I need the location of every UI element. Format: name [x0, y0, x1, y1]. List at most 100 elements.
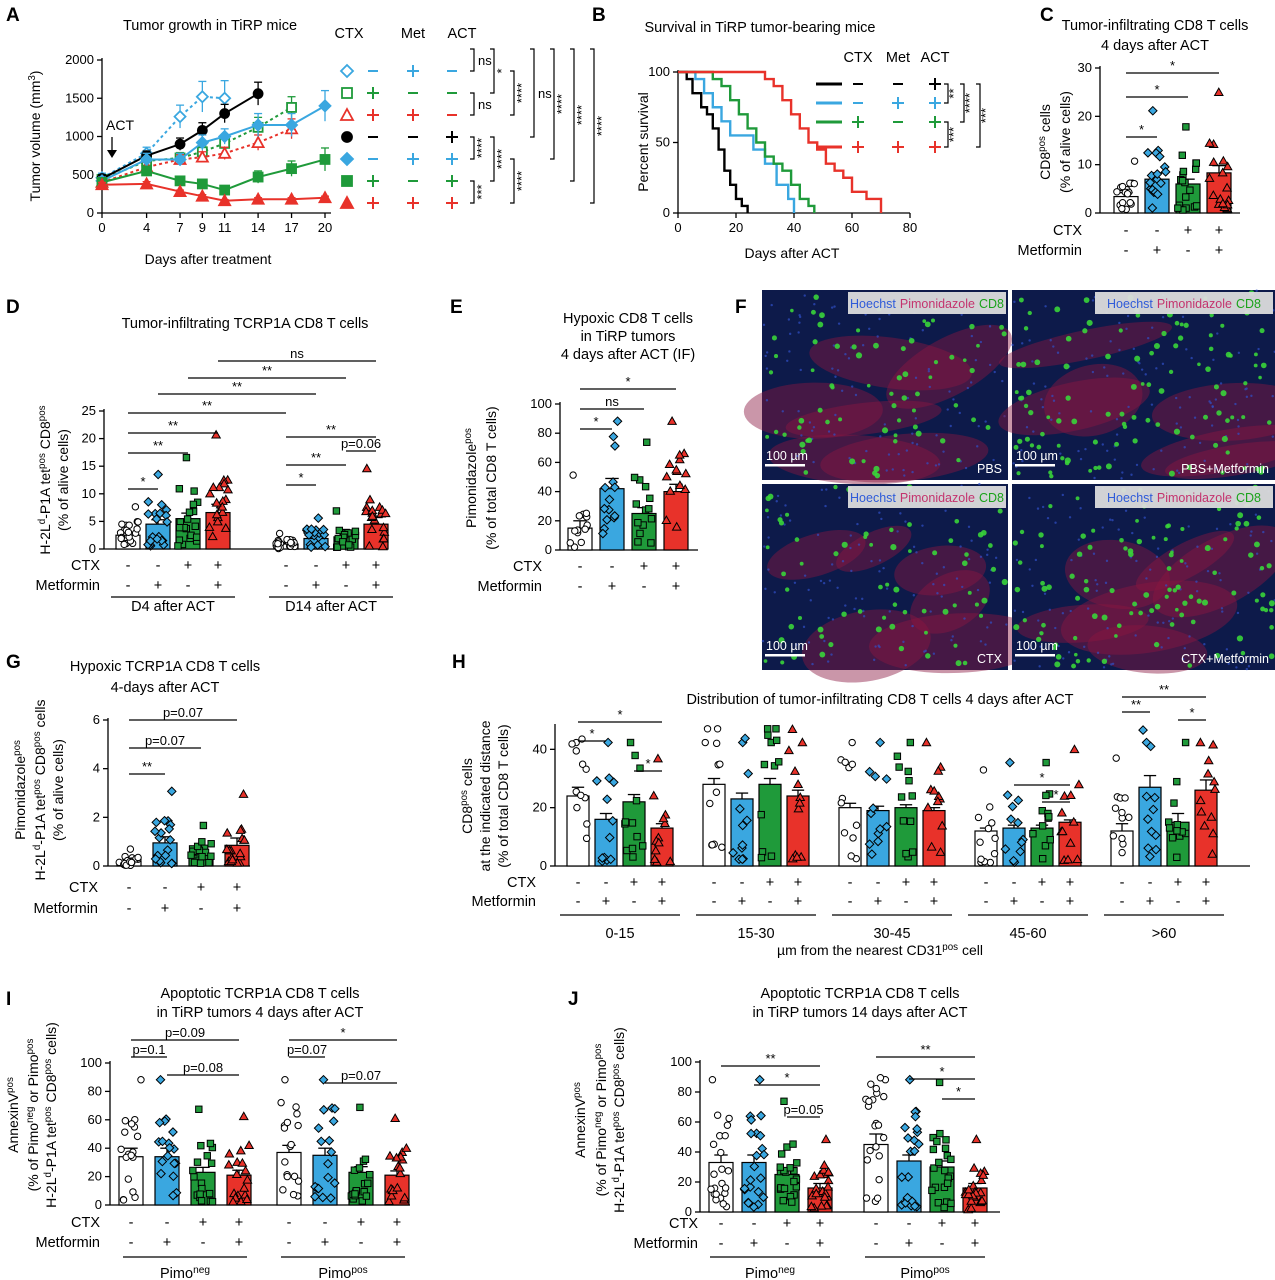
- nucleus: [1106, 627, 1109, 630]
- cd8-cell: [1063, 363, 1070, 370]
- row-sign: -: [163, 880, 168, 896]
- significance-bracket: [960, 83, 965, 123]
- row-sign: +: [816, 1236, 824, 1252]
- scatter-point: [1208, 156, 1219, 166]
- nucleus: [1105, 559, 1109, 563]
- scatter-point: [819, 1191, 830, 1201]
- scatter-point: [777, 1150, 786, 1158]
- nucleus: [1227, 662, 1230, 665]
- scatter-point: [707, 1185, 715, 1193]
- nucleus: [1104, 581, 1108, 585]
- y-axis-label-3-part: CD8: [43, 1074, 59, 1106]
- cd8-cell: [977, 531, 984, 538]
- cd8-cell: [794, 537, 800, 542]
- scatter-point: [905, 777, 913, 785]
- row-sign: +: [938, 1216, 946, 1232]
- cd8-cell: [1101, 614, 1108, 621]
- cd8-cell: [1088, 468, 1093, 473]
- significance-label: **: [311, 450, 321, 465]
- y-axis-label-2: (% of Pimoneg or Pimopos: [25, 1039, 42, 1192]
- scatter-point: [1202, 768, 1214, 778]
- cd8-cell: [785, 512, 790, 517]
- legend-header: ACT: [448, 26, 477, 42]
- cd8-cell: [1223, 537, 1228, 542]
- chart-title: Apoptotic TCRP1A CD8 T cells: [160, 986, 359, 1002]
- nucleus: [847, 357, 851, 360]
- scatter-point: [183, 515, 192, 523]
- panel-label-i: I: [6, 989, 11, 1010]
- scatter-point: [224, 1148, 235, 1158]
- y-axis-label-3-sup: pos: [43, 1059, 54, 1075]
- scatter-point: [329, 1178, 340, 1188]
- scatter-point: [749, 1161, 760, 1172]
- y-tick-label: 100: [648, 64, 670, 79]
- scatter-point: [1146, 826, 1157, 837]
- cd8-cell: [1014, 390, 1019, 395]
- nucleus: [1028, 568, 1031, 571]
- data-point: [141, 165, 153, 177]
- nucleus: [770, 303, 773, 307]
- nucleus: [1271, 394, 1274, 398]
- scatter-point: [118, 520, 126, 528]
- cd8-cell: [1135, 313, 1141, 318]
- significance-label: p=0.06: [341, 436, 381, 451]
- cd8-cell: [952, 603, 957, 608]
- nucleus: [808, 421, 812, 424]
- scatter-point: [759, 1149, 769, 1160]
- scatter-point: [909, 1146, 920, 1156]
- significance-label: *: [589, 726, 594, 741]
- scatter-point: [195, 1105, 203, 1113]
- scatter-point: [671, 521, 682, 531]
- scatter-point: [134, 518, 142, 526]
- y-axis-label: AnnexinVpos: [5, 1077, 22, 1153]
- group-label-sup: pos: [933, 1265, 949, 1276]
- y-axis-label-2-sup: pos: [32, 779, 43, 795]
- scatter-point: [763, 725, 772, 733]
- row-sign: -: [126, 558, 131, 574]
- nucleus: [1101, 443, 1104, 446]
- panel-label-j: J: [568, 989, 579, 1010]
- cd8-cell: [1269, 625, 1274, 630]
- row-sign: -: [1124, 223, 1129, 239]
- cd8-cell: [1016, 361, 1022, 367]
- nucleus: [1001, 379, 1004, 383]
- scatter-point: [1118, 834, 1126, 843]
- scatter-point: [1059, 790, 1070, 800]
- cd8-cell: [833, 484, 838, 490]
- y-tick-label: 0: [545, 542, 552, 557]
- cd8-cell: [1091, 613, 1098, 620]
- row-sign: -: [156, 558, 161, 574]
- cd8-cell: [1132, 601, 1138, 607]
- cd8-cell: [881, 615, 887, 620]
- significance-bracket: [944, 83, 949, 104]
- nucleus: [1041, 405, 1045, 409]
- cd8-cell: [1048, 504, 1053, 509]
- scatter-point: [867, 1080, 875, 1088]
- scatter-point: [874, 1121, 883, 1129]
- cd8-cell: [1041, 585, 1048, 592]
- scatter-point: [864, 766, 875, 777]
- scatter-point: [756, 1110, 766, 1121]
- y-tick-label: 20: [82, 431, 96, 446]
- row-sign: -: [876, 875, 881, 891]
- nucleus: [763, 545, 766, 548]
- group-label-part: Pimo: [745, 1266, 778, 1280]
- group-label: D4 after ACT: [131, 599, 215, 615]
- nucleus: [783, 523, 786, 526]
- cd8-cell: [869, 542, 874, 547]
- nucleus: [798, 313, 801, 317]
- row-sign: -: [874, 1236, 879, 1252]
- scatter-point: [1206, 811, 1217, 821]
- significance-label: ***: [978, 108, 993, 123]
- cd8-cell: [777, 517, 783, 523]
- scatter-point: [728, 847, 738, 858]
- y-tick-label: 80: [538, 425, 552, 440]
- group-label-part: Pimo: [318, 1266, 351, 1280]
- scatter-point: [903, 1172, 914, 1182]
- scatter-point: [207, 1159, 216, 1167]
- row-sign: -: [344, 578, 349, 594]
- scatter-point: [239, 834, 250, 844]
- scatter-point: [150, 854, 161, 864]
- significance-label-part: ****: [554, 94, 569, 114]
